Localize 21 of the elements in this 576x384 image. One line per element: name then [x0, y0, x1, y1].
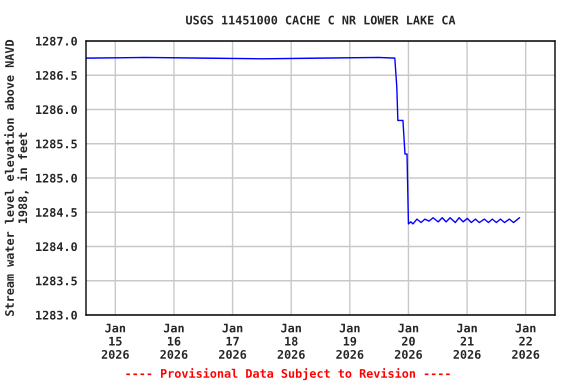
x-tick-label: Jan 21 2026: [454, 324, 481, 359]
y-tick-label: 1284.0: [36, 242, 77, 252]
y-tick-label: 1284.5: [36, 208, 77, 217]
y-tick-label: 1287.0: [36, 36, 77, 46]
y-tick-label: 1285.0: [36, 174, 77, 183]
y-tick-label: 1283.0: [36, 310, 77, 320]
y-tick-label: 1286.5: [36, 70, 77, 80]
x-tick-label: Jan 19 2026: [336, 324, 364, 359]
y-tick-label: 1286.0: [36, 105, 77, 114]
line-series: [86, 56, 520, 225]
x-tick-label: Jan 20 2026: [394, 324, 422, 359]
x-tick-label: Jan 16 2026: [160, 324, 188, 359]
y-tick-label: 1285.5: [36, 139, 77, 148]
x-tick-label: Jan 17 2026: [219, 324, 246, 359]
text: ---- Provisional Data Subject to Revision ----: [126, 368, 450, 380]
y-tick-label: 1283.5: [36, 276, 77, 286]
x-tick-label: Jan 15 2026: [102, 324, 129, 359]
y-axis-title: Stream water level elevation above NAVD 1988, in feet: [4, 40, 29, 316]
x-tick-label: Jan 22 2026: [512, 324, 540, 359]
chart-title: USGS 11451000 CACHE C NR LOWER LAKE CA: [186, 16, 456, 24]
x-tick-label: Jan 18 2026: [278, 324, 305, 359]
